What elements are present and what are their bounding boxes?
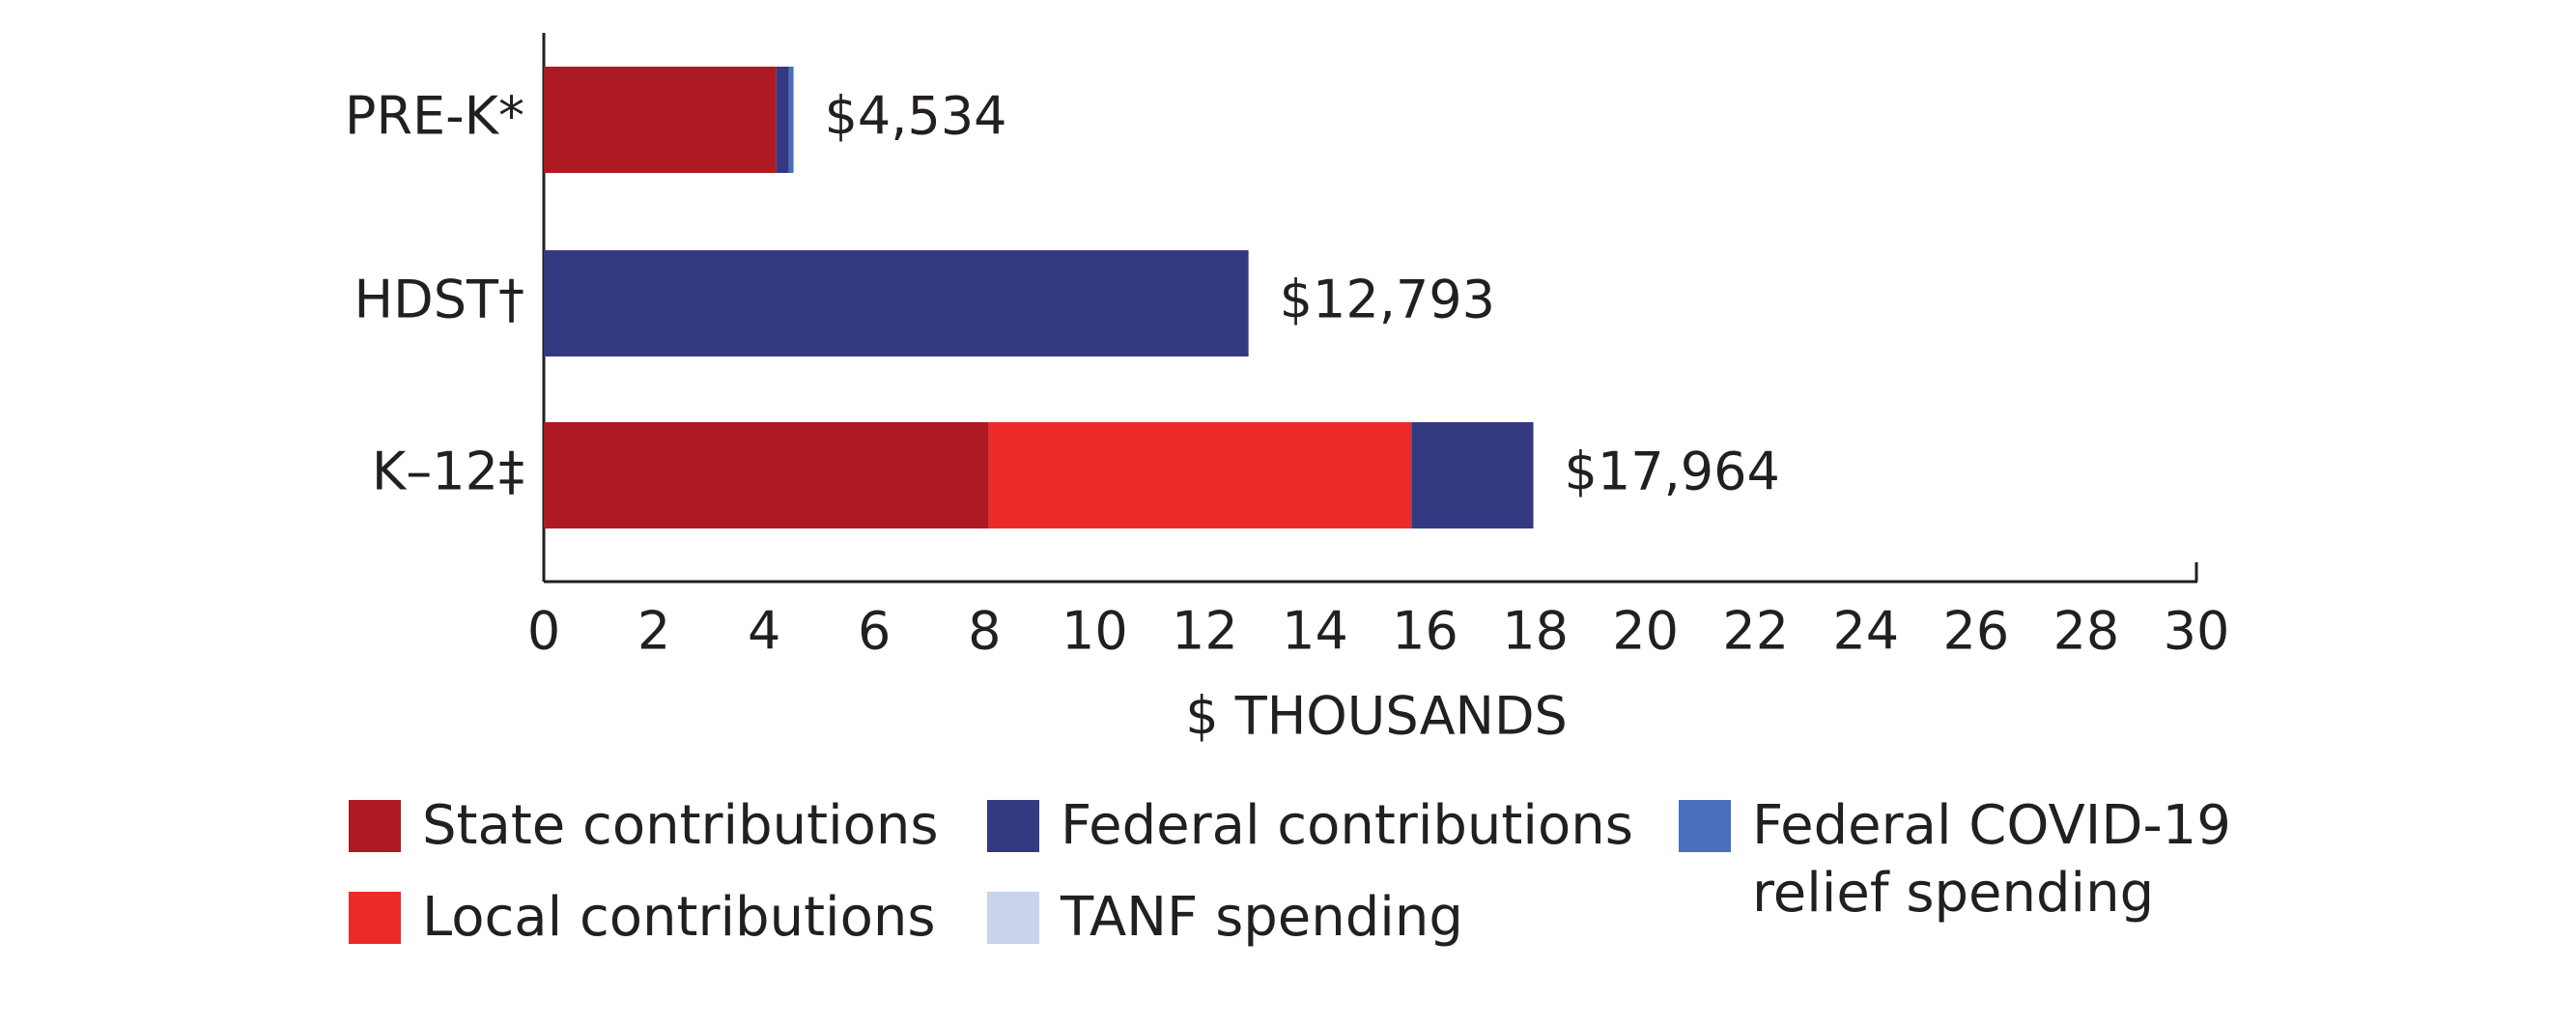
x-tick-label: 6 <box>858 601 891 662</box>
legend-swatch <box>1679 800 1731 852</box>
x-tick-label: 26 <box>1943 601 2010 662</box>
legend-swatch <box>987 892 1039 944</box>
x-tick-label: 2 <box>637 601 670 662</box>
category-label: HDST† <box>354 270 524 330</box>
legend-item: State contributions <box>349 792 939 860</box>
legend-label: Local contributions <box>422 886 936 949</box>
x-tick-label: 18 <box>1502 601 1569 662</box>
bar-segment <box>776 67 789 173</box>
category-label: PRE-K* <box>345 86 524 147</box>
x-tick-label: 16 <box>1392 601 1458 662</box>
legend-label: TANF spending <box>1061 886 1463 949</box>
legend-swatch <box>349 800 401 852</box>
legend-item: Federal COVID-19 relief spending <box>1679 792 2293 927</box>
category-label: K–12‡ <box>372 442 524 502</box>
total-label: $4,534 <box>825 86 1007 147</box>
x-tick-label: 4 <box>748 601 780 662</box>
bar-segment <box>544 422 989 528</box>
x-tick-label: 12 <box>1172 601 1238 662</box>
bar-segment <box>544 250 1249 357</box>
bar-segment <box>788 67 794 173</box>
x-tick-label: 14 <box>1282 601 1348 662</box>
x-tick-label: 22 <box>1722 601 1789 662</box>
bar-segment <box>1411 422 1534 528</box>
x-tick-label: 8 <box>968 601 1001 662</box>
x-tick-label: 10 <box>1062 601 1128 662</box>
legend-item: Federal contributions <box>987 792 1633 860</box>
legend-swatch <box>349 892 401 944</box>
legend-label: Federal contributions <box>1061 794 1633 857</box>
legend-item: Local contributions <box>349 884 936 952</box>
x-tick-label: 28 <box>2053 601 2120 662</box>
legend-label: Federal COVID-19 relief spending <box>1752 794 2231 925</box>
x-tick-label: 24 <box>1832 601 1899 662</box>
legend-item: TANF spending <box>987 884 1463 952</box>
legend-swatch <box>987 800 1039 852</box>
bar-segment <box>544 67 777 173</box>
x-tick-label: 20 <box>1612 601 1679 662</box>
x-tick-label: 30 <box>2164 601 2230 662</box>
bar-segment <box>988 422 1412 528</box>
total-label: $17,964 <box>1565 442 1780 502</box>
legend-label: State contributions <box>422 794 939 857</box>
x-axis-title: $ THOUSANDS <box>1185 686 1568 747</box>
x-tick-label: 0 <box>527 601 560 662</box>
total-label: $12,793 <box>1280 270 1495 330</box>
